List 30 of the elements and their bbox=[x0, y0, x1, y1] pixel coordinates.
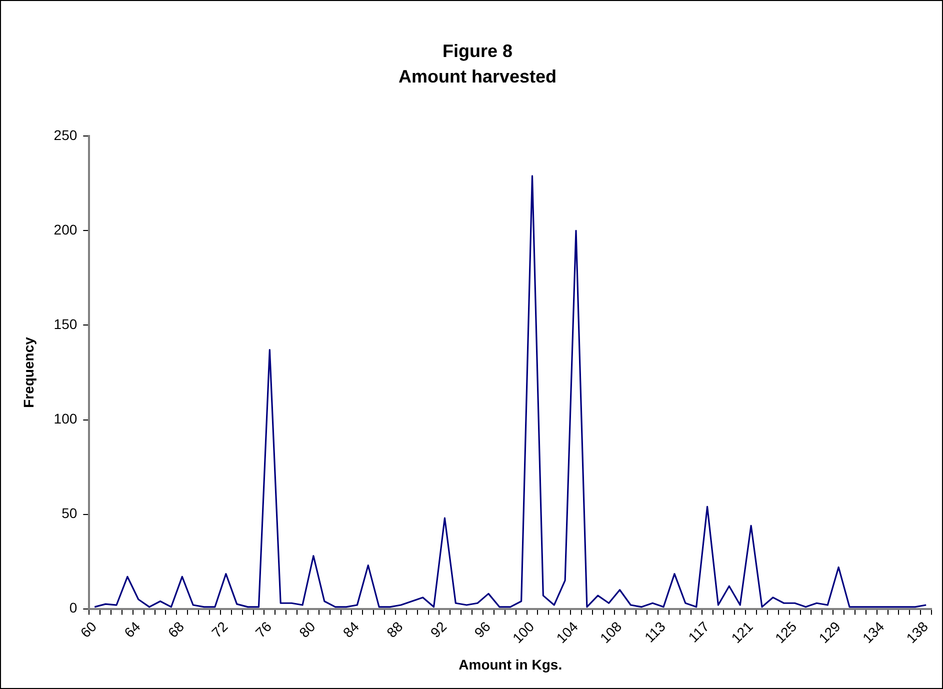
x-tick-label: 108 bbox=[596, 618, 625, 646]
x-axis-title: Amount in Kgs. bbox=[458, 656, 562, 672]
x-tick-label: 138 bbox=[903, 618, 932, 646]
x-tick-label: 117 bbox=[685, 618, 712, 646]
x-tick-label: 80 bbox=[296, 618, 318, 641]
y-axis-title: Frequency bbox=[20, 336, 36, 408]
x-tick-label: 64 bbox=[120, 618, 144, 641]
x-tick-label: 72 bbox=[208, 618, 231, 641]
y-tick-label: 100 bbox=[54, 410, 78, 427]
x-tick-label: 129 bbox=[816, 618, 844, 646]
y-tick-label: 250 bbox=[54, 127, 78, 144]
x-tick-label: 76 bbox=[252, 618, 275, 641]
x-tick-label: 121 bbox=[728, 618, 756, 646]
x-tick-label: 60 bbox=[77, 618, 100, 641]
x-tick-label: 134 bbox=[859, 618, 888, 646]
y-tick-label: 200 bbox=[54, 222, 78, 238]
y-tick-label: 50 bbox=[62, 505, 78, 522]
y-tick-label: 0 bbox=[69, 600, 78, 616]
x-tick-label: 92 bbox=[427, 618, 450, 641]
x-tick-label: 100 bbox=[509, 618, 538, 646]
chart-subtitle: Amount harvested bbox=[398, 66, 557, 86]
x-tick-label: 125 bbox=[772, 618, 800, 646]
y-tick-label: 150 bbox=[54, 316, 78, 332]
chart-title: Figure 8 bbox=[442, 40, 513, 61]
x-tick-label: 88 bbox=[383, 618, 406, 641]
x-tick-label: 113 bbox=[641, 618, 669, 646]
x-tick-label: 96 bbox=[471, 618, 494, 641]
x-tick-label: 104 bbox=[553, 618, 582, 646]
x-tick-label: 68 bbox=[164, 618, 188, 641]
x-tick-label: 84 bbox=[340, 618, 362, 641]
